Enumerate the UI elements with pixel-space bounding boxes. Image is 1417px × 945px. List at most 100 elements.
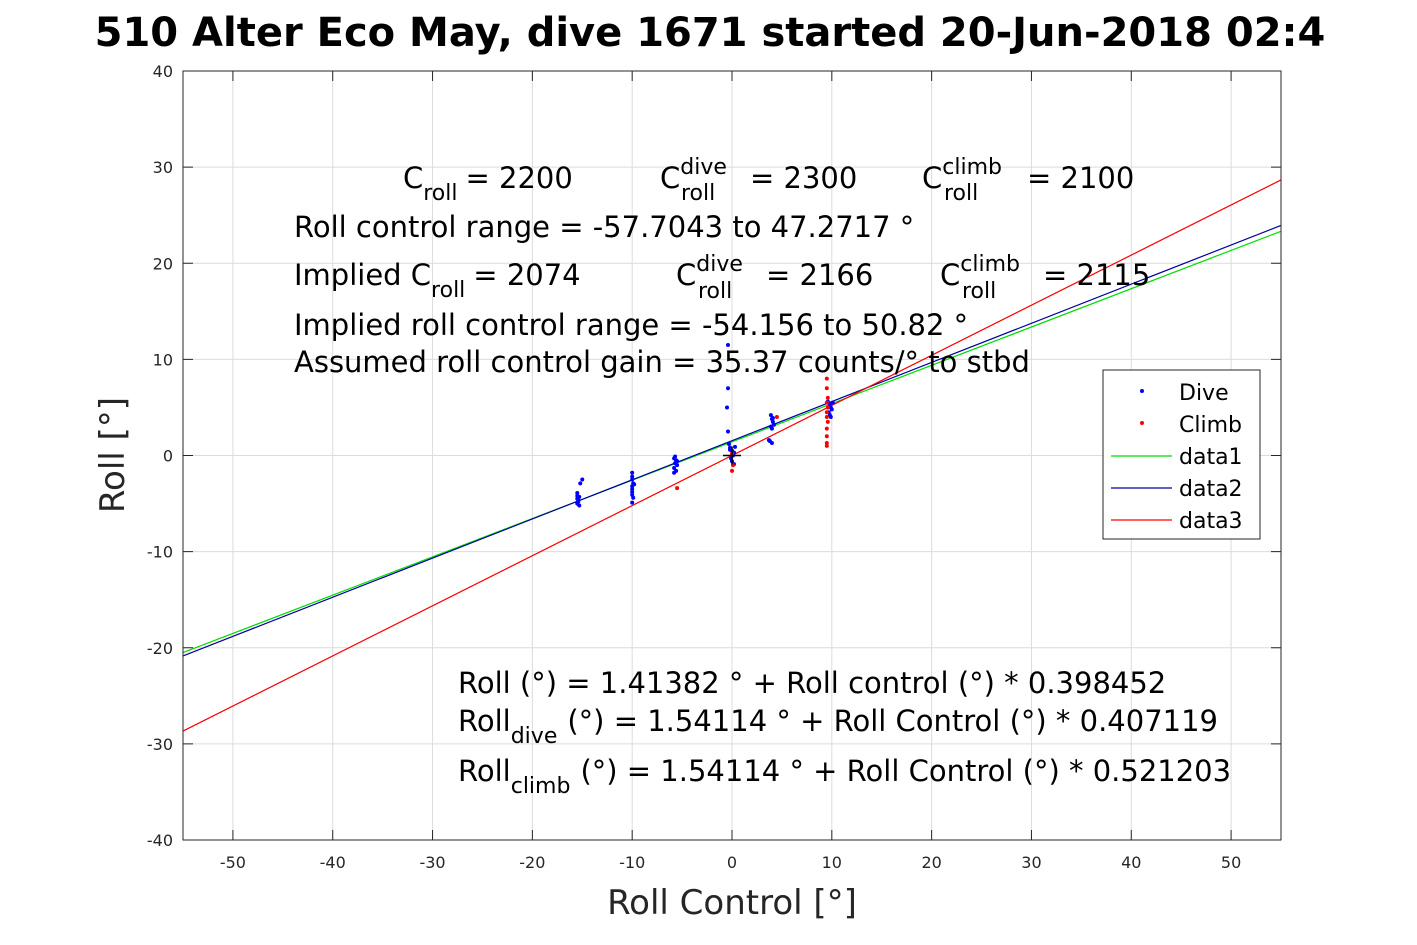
y-tick-label: -40 (147, 831, 173, 850)
implied-c-roll: Implied Croll = 2074 (294, 258, 581, 303)
c-dive-annotation: Cdive (660, 155, 727, 195)
point-dive (630, 470, 635, 475)
point-climb (824, 386, 829, 391)
point-climb (824, 410, 829, 415)
implied-c-climb-sub: roll (962, 279, 996, 304)
point-dive (630, 500, 635, 505)
point-dive (672, 470, 677, 475)
point-dive (672, 465, 677, 470)
point-climb (824, 426, 829, 431)
c-climb-annotation: Cclimb (922, 155, 1002, 195)
legend-swatch-climb (1140, 421, 1144, 425)
tick-marks (183, 70, 1281, 841)
implied-c-climb: Cclimb (940, 252, 1020, 292)
x-axis-label: Roll Control [°] (607, 883, 857, 923)
point-dive (728, 447, 733, 452)
x-tick-label: 30 (1021, 853, 1041, 872)
point-dive (732, 444, 737, 449)
y-tick-label: -30 (147, 735, 173, 754)
point-dive (630, 477, 635, 482)
y-tick-label: 10 (153, 350, 173, 369)
legend-label-data1: data1 (1179, 445, 1243, 470)
fit-climb-equation: Rollclimb (°) = 1.54114 ° + Roll Control … (458, 754, 1231, 799)
point-dive (725, 405, 730, 410)
legend-label-climb: Climb (1179, 413, 1242, 438)
point-climb (730, 468, 734, 473)
x-tick-label: -10 (619, 853, 645, 872)
point-climb (824, 443, 829, 448)
x-tick-label: -50 (220, 853, 246, 872)
point-dive (768, 413, 773, 418)
point-dive (829, 407, 834, 412)
c-dive-sub: roll (681, 181, 715, 206)
point-dive (675, 459, 680, 464)
x-tick-label: 40 (1121, 853, 1141, 872)
point-dive (727, 441, 732, 446)
point-dive (575, 500, 580, 505)
point-dive (769, 426, 774, 431)
legend-box (1102, 369, 1261, 540)
y-tick-labels: 40 30 20 10 0 -10 -20 -30 -40 (147, 62, 173, 850)
point-dive (577, 503, 582, 508)
c-climb-value: = 2100 (1027, 161, 1134, 195)
point-dive (675, 463, 680, 468)
c-roll-annotation: Croll = 2200 (403, 161, 573, 206)
legend: Dive Climb data1 data2 data3 (1102, 369, 1261, 540)
c-dive-value: = 2300 (750, 161, 857, 195)
point-dive (578, 481, 583, 486)
y-tick-label: 20 (153, 254, 173, 273)
legend-swatch-dive (1140, 389, 1144, 393)
point-dive (770, 416, 775, 421)
x-tick-label: 0 (727, 853, 737, 872)
point-dive (726, 342, 731, 347)
point-climb (824, 400, 829, 405)
point-dive (632, 482, 637, 487)
point-climb (824, 434, 829, 439)
point-climb (824, 415, 829, 420)
point-climb (774, 415, 779, 420)
legend-label-data2: data2 (1179, 477, 1243, 502)
point-dive (828, 415, 833, 420)
y-tick-label: 40 (153, 62, 173, 81)
assumed-gain: Assumed roll control gain = 35.37 counts… (294, 345, 1030, 379)
y-tick-label: 30 (153, 158, 173, 177)
x-tick-label: 20 (921, 853, 941, 872)
point-dive (630, 490, 635, 495)
implied-roll-control-range: Implied roll control range = -54.156 to … (294, 308, 968, 342)
legend-label-data3: data3 (1179, 509, 1243, 534)
x-tick-label: -40 (320, 853, 346, 872)
origin-marker (723, 446, 741, 465)
point-dive (771, 422, 776, 427)
implied-c-dive-value: = 2166 (766, 258, 873, 292)
y-axis-label: Roll [°] (93, 397, 133, 513)
x-tick-label: -20 (519, 853, 545, 872)
point-dive (577, 494, 582, 499)
point-climb (825, 405, 830, 410)
x-tick-labels: -50 -40 -30 -20 -10 0 10 20 30 40 50 (220, 853, 1241, 872)
fit-equation: Roll (°) = 1.41382 ° + Roll control (°) … (458, 666, 1166, 700)
point-climb (824, 441, 829, 446)
series-line-data1 (182, 230, 1282, 654)
point-dive (575, 490, 580, 495)
y-tick-label: -20 (147, 639, 173, 658)
point-dive (830, 400, 835, 405)
point-dive (766, 438, 771, 443)
c-climb-sub: roll (944, 181, 978, 206)
point-dive (630, 474, 635, 479)
x-tick-label: 10 (822, 853, 842, 872)
point-climb (825, 395, 830, 400)
point-dive (580, 477, 585, 482)
point-dive (673, 454, 678, 459)
implied-c-dive-sub: roll (698, 279, 732, 304)
point-climb (825, 419, 830, 424)
data-points (575, 342, 835, 508)
roll-control-range: Roll control range = -57.7043 to 47.2717… (294, 210, 914, 244)
point-climb (824, 376, 829, 381)
x-tick-label: -30 (419, 853, 445, 872)
legend-label-dive: Dive (1179, 381, 1229, 406)
point-dive (769, 441, 774, 446)
implied-c-dive: Cdive (676, 252, 743, 292)
point-dive (631, 495, 636, 500)
point-dive (726, 386, 731, 391)
